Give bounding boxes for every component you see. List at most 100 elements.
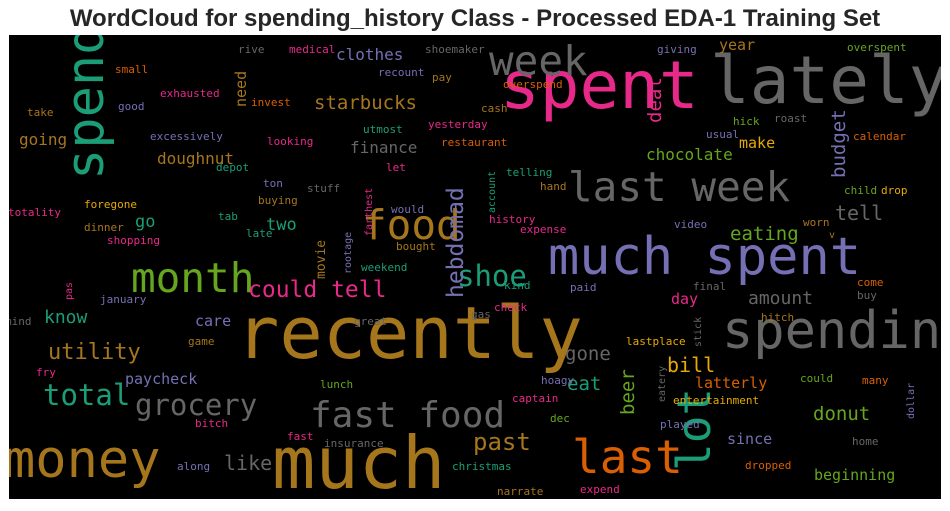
wordcloud-background xyxy=(9,35,941,499)
word-calendar: calendar xyxy=(853,130,906,143)
word-amount: amount xyxy=(748,288,813,309)
word-recently: recently xyxy=(236,291,583,375)
word-hand: hand xyxy=(540,180,567,193)
word-christmas: christmas xyxy=(452,460,512,473)
word-lunch: lunch xyxy=(320,378,353,391)
word-like: like xyxy=(224,451,272,475)
word-shoe: shoe xyxy=(457,259,527,293)
word-worn: worn xyxy=(803,216,830,229)
word-lot: lot xyxy=(667,388,721,471)
word-giving: giving xyxy=(657,43,697,56)
word-expense: expense xyxy=(520,223,566,236)
word-hitch: hitch xyxy=(761,311,794,324)
word-recount: recount xyxy=(378,66,424,79)
word-lastplace: lastplace xyxy=(626,335,686,348)
word-dinner: dinner xyxy=(84,221,124,234)
word-yesterday: yesterday xyxy=(428,118,488,131)
word-shoemaker: shoemaker xyxy=(425,43,485,56)
word-video: video xyxy=(674,218,707,231)
word-latterly: latterly xyxy=(695,374,767,392)
word-grocery: grocery xyxy=(135,388,257,422)
word-lately: lately xyxy=(710,42,941,119)
word-ton: ton xyxy=(263,177,283,190)
word-account: account xyxy=(487,171,498,213)
word-movie: movie xyxy=(314,240,329,279)
word-starbucks: starbucks xyxy=(314,92,417,114)
word-small: small xyxy=(115,63,148,76)
word-tab: tab xyxy=(218,210,238,223)
word-deal: deal xyxy=(644,77,666,123)
word-bill: bill xyxy=(667,353,715,377)
word-hoagy: hoagy xyxy=(541,374,574,387)
word-spend: spend xyxy=(56,35,116,180)
word-mind: mind xyxy=(9,315,32,328)
word-come: come xyxy=(857,276,884,289)
word-usual: usual xyxy=(706,128,739,141)
word-money: money xyxy=(9,430,161,490)
word-go: go xyxy=(135,212,155,232)
word-history: history xyxy=(489,213,536,226)
word-beer: beer xyxy=(617,369,639,415)
word-buying: buying xyxy=(258,194,298,207)
word-could-tell: could tell xyxy=(248,277,386,303)
word-hebdomad: hebdomad xyxy=(443,187,469,298)
word-weekend: weekend xyxy=(361,261,407,274)
word-beginning: beginning xyxy=(814,466,895,484)
word-fry: fry xyxy=(36,366,56,379)
word-totality: totality xyxy=(9,206,61,219)
word-going: going xyxy=(19,130,67,149)
word-chocolate: chocolate xyxy=(646,145,733,164)
word-spending: spending xyxy=(722,301,941,361)
word-shopping: shopping xyxy=(107,234,160,247)
word-dollar: dollar xyxy=(906,383,917,419)
word-budget: budget xyxy=(828,109,850,178)
word-great: great xyxy=(354,315,387,328)
chart-title: WordCloud for spending_history Class - P… xyxy=(69,5,881,32)
word-eat: eat xyxy=(567,373,601,395)
word-finance: finance xyxy=(350,138,417,157)
word-v: v xyxy=(829,230,835,241)
word-gas: gas xyxy=(471,308,491,321)
word-utmost: utmost xyxy=(363,123,403,136)
word-last-week: last week xyxy=(568,163,790,211)
word-depot: depot xyxy=(216,161,249,174)
word-year: year xyxy=(719,36,755,54)
word-day: day xyxy=(671,290,698,308)
word-excessively: excessively xyxy=(150,130,223,143)
word-could: could xyxy=(800,372,833,385)
word-take: take xyxy=(27,106,54,119)
word-much-spent: much spent xyxy=(548,227,861,287)
word-foregone: foregone xyxy=(84,198,137,211)
word-two: two xyxy=(266,215,297,235)
word-spent: spent xyxy=(500,47,699,124)
word-bought: bought xyxy=(396,240,436,253)
word-stick: stick xyxy=(693,317,704,347)
word-tell: tell xyxy=(835,201,883,225)
word-check: check xyxy=(494,301,527,314)
word-fast-food: fast food xyxy=(310,395,505,436)
word-exhausted: exhausted xyxy=(160,87,220,100)
word-paycheck: paycheck xyxy=(125,370,197,388)
word-would: would xyxy=(391,203,424,216)
word-farthest: farthest xyxy=(364,188,375,236)
word-insurance: insurance xyxy=(324,437,384,450)
word-pas: pas xyxy=(64,282,75,300)
word-dropped: dropped xyxy=(745,459,791,472)
word-donut: donut xyxy=(813,403,870,425)
word-pay: pay xyxy=(432,71,452,84)
word-along: along xyxy=(177,460,210,473)
word-need: need xyxy=(232,71,250,107)
word-since: since xyxy=(727,430,772,448)
word-restaurant: restaurant xyxy=(441,136,507,149)
word-game: game xyxy=(188,335,215,348)
word-final: final xyxy=(693,280,726,293)
word-drop: drop xyxy=(881,184,908,197)
word-let: let xyxy=(386,161,406,174)
word-looking: looking xyxy=(267,135,313,148)
word-captain: captain xyxy=(512,392,558,405)
word-care: care xyxy=(195,312,231,330)
word-utility: utility xyxy=(48,340,141,365)
word-many: many xyxy=(862,374,889,387)
